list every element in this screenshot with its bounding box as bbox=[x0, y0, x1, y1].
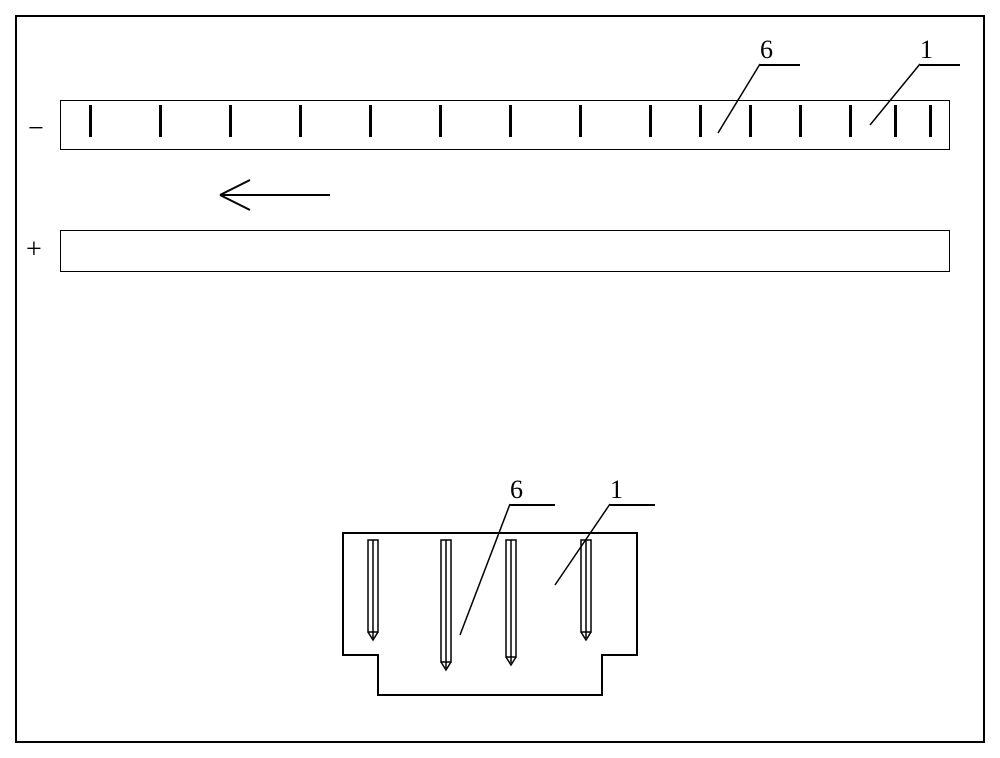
label-1-leader-top bbox=[862, 60, 927, 130]
tick bbox=[89, 105, 92, 137]
tick bbox=[509, 105, 512, 137]
flow-arrow bbox=[195, 175, 335, 215]
top-electrode-bar bbox=[60, 100, 950, 150]
label-6-leader-bottom bbox=[455, 500, 520, 640]
minus-symbol: − bbox=[28, 113, 44, 145]
tick bbox=[299, 105, 302, 137]
tick bbox=[799, 105, 802, 137]
bottom-electrode-bar bbox=[60, 230, 950, 272]
tick bbox=[699, 105, 702, 137]
label-1-leader-bottom bbox=[550, 500, 620, 590]
tick bbox=[439, 105, 442, 137]
tick bbox=[159, 105, 162, 137]
tick bbox=[579, 105, 582, 137]
label-6-leader-top bbox=[710, 60, 770, 140]
plus-symbol: + bbox=[26, 234, 42, 266]
tick bbox=[649, 105, 652, 137]
tick bbox=[849, 105, 852, 137]
tick bbox=[929, 105, 932, 137]
tick bbox=[369, 105, 372, 137]
tick bbox=[229, 105, 232, 137]
